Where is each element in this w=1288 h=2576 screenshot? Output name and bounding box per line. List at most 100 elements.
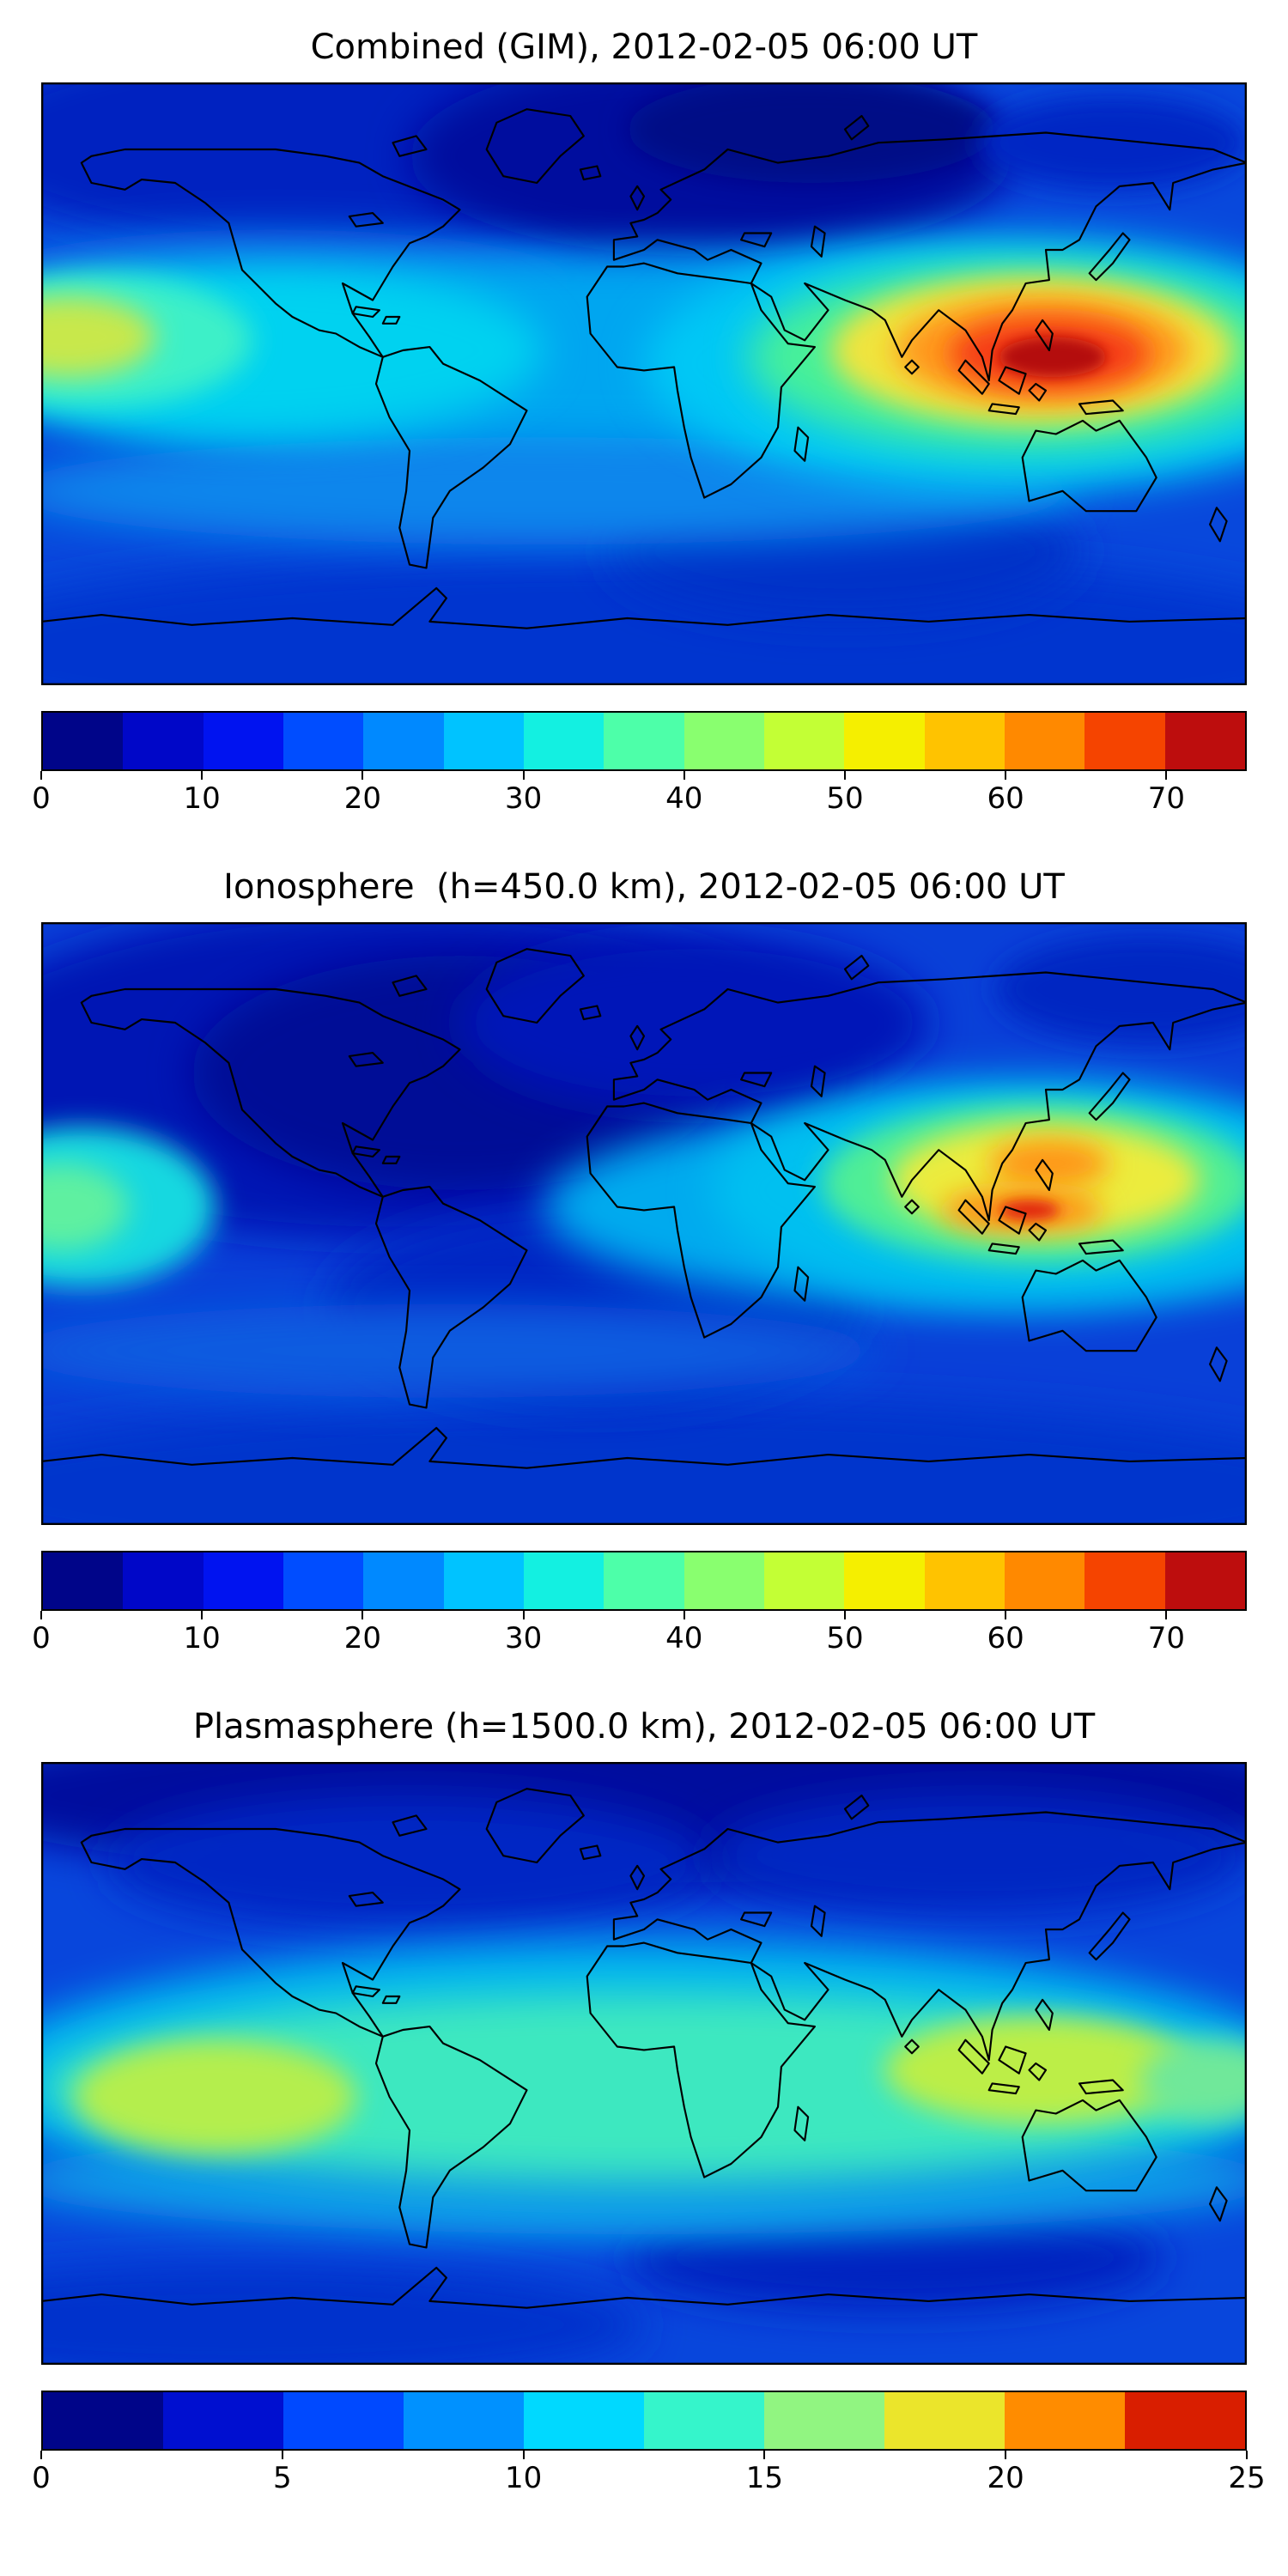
colorbar-tick-label: 60 bbox=[987, 1621, 1024, 1656]
colorbar-segment bbox=[1005, 2392, 1125, 2449]
colorbar-tick-label: 0 bbox=[32, 781, 51, 816]
colorbar-tick-label: 30 bbox=[504, 1621, 543, 1656]
colorbar-tick-label: 40 bbox=[665, 1621, 703, 1656]
colorbar-tick-mark bbox=[683, 1611, 685, 1619]
colorbar-tick-mark bbox=[763, 2451, 766, 2459]
colorbar-segment bbox=[43, 1552, 124, 1609]
colorbar-segment bbox=[683, 1552, 764, 1609]
panel-title: Combined (GIM), 2012-02-05 06:00 UT bbox=[310, 27, 978, 67]
colorbar-tick-mark bbox=[1005, 1611, 1007, 1619]
world-map-plasmasphere bbox=[41, 1762, 1247, 2365]
contour-blob bbox=[711, 1795, 1247, 1917]
colorbar-tick-label: 20 bbox=[987, 2461, 1024, 2495]
colorbar-ticks-combined: 0 10 20 30 40 50 60 70 bbox=[32, 771, 1247, 826]
colorbar-tick-label: 0 bbox=[32, 2461, 51, 2495]
colorbar-tick-label: 20 bbox=[343, 1621, 382, 1656]
colorbar-tick-label: 5 bbox=[272, 2461, 292, 2495]
contour-blob bbox=[979, 95, 1247, 190]
map-wrap-plasmasphere bbox=[41, 1762, 1247, 2365]
contour-blob bbox=[108, 1795, 711, 1929]
colorbar-segment bbox=[523, 1552, 605, 1609]
map-wrap-ionosphere bbox=[41, 922, 1247, 1525]
colorbar-tick-mark bbox=[40, 1611, 42, 1619]
colorbar-tick-label: 10 bbox=[504, 2461, 543, 2495]
colorbar-segment bbox=[283, 2392, 404, 2449]
world-map-ionosphere bbox=[41, 922, 1247, 1525]
colorbar-segment bbox=[524, 2392, 644, 2449]
contour-blob bbox=[41, 1163, 129, 1251]
colorbar-segment bbox=[43, 713, 124, 769]
contour-blob bbox=[999, 1200, 1060, 1221]
colorbar-segment bbox=[363, 1552, 444, 1609]
colorbar-segment bbox=[604, 713, 684, 769]
colorbar-tick-mark bbox=[1005, 2451, 1007, 2459]
colorbar-tick-mark bbox=[361, 771, 364, 780]
colorbar-tick-mark bbox=[1005, 771, 1007, 780]
colorbar-segment bbox=[1164, 1552, 1245, 1609]
colorbar-segment bbox=[763, 1552, 845, 1609]
colorbar-segment bbox=[764, 2392, 884, 2449]
colorbar-tick-label: 30 bbox=[504, 781, 543, 816]
colorbar-tick-mark bbox=[201, 771, 204, 780]
colorbar-combined bbox=[41, 711, 1247, 771]
panel-title: Ionosphere (h=450.0 km), 2012-02-05 06:0… bbox=[223, 867, 1065, 907]
colorbar-segment bbox=[283, 1552, 364, 1609]
colorbar-segment bbox=[523, 713, 605, 769]
colorbar-segment bbox=[844, 1552, 925, 1609]
contour-blob bbox=[999, 337, 1107, 378]
contour-blob bbox=[41, 2264, 644, 2365]
colorbar-segment bbox=[1004, 713, 1085, 769]
contour-blob bbox=[75, 2039, 356, 2154]
colorbar-segment bbox=[404, 2392, 524, 2449]
colorbar-tick-label: 70 bbox=[1147, 1621, 1186, 1656]
colorbar-tick-mark bbox=[281, 2451, 283, 2459]
map-border bbox=[41, 1762, 1247, 2365]
colorbar-tick-label: 15 bbox=[745, 2461, 784, 2495]
colorbar-tick-mark bbox=[844, 1611, 846, 1619]
colorbar-segment bbox=[884, 2392, 1005, 2449]
colorbar-tick-label: 70 bbox=[1147, 781, 1186, 816]
colorbar-tick-label: 25 bbox=[1228, 2461, 1266, 2495]
colorbar-tick-mark bbox=[683, 771, 685, 780]
colorbar-segment bbox=[123, 1552, 204, 1609]
colorbar-ticks-ionosphere: 0 10 20 30 40 50 60 70 bbox=[32, 1611, 1247, 1666]
panel-ionosphere: Ionosphere (h=450.0 km), 2012-02-05 06:0… bbox=[0, 848, 1288, 1688]
colorbar-tick-label: 60 bbox=[987, 781, 1024, 816]
colorbar-tick-label: 10 bbox=[183, 1621, 221, 1656]
contour-blob bbox=[41, 1303, 878, 1398]
colorbar-tick-mark bbox=[1246, 2451, 1248, 2459]
panel-title: Plasmasphere (h=1500.0 km), 2012-02-05 0… bbox=[192, 1707, 1096, 1747]
colorbar-segment bbox=[203, 713, 283, 769]
colorbar-segment bbox=[43, 2392, 163, 2449]
colorbar-tick-label: 50 bbox=[826, 781, 864, 816]
colorbar-segment bbox=[1084, 1552, 1165, 1609]
colorbar-tick-label: 50 bbox=[826, 1621, 864, 1656]
colorbar-segment bbox=[924, 1552, 1005, 1609]
contour-blob bbox=[995, 935, 1247, 1043]
world-map-combined bbox=[41, 82, 1247, 685]
colorbar-segment bbox=[1125, 2392, 1245, 2449]
colorbar-segment bbox=[163, 2392, 283, 2449]
colorbar-segment bbox=[683, 713, 764, 769]
colorbar-segment bbox=[1084, 713, 1165, 769]
colorbar-segment bbox=[1164, 713, 1245, 769]
map-wrap-combined bbox=[41, 82, 1247, 685]
colorbar-segment bbox=[844, 713, 925, 769]
colorbar-segment bbox=[123, 713, 204, 769]
colorbar-segment bbox=[283, 713, 364, 769]
contour-blob bbox=[884, 2016, 1194, 2124]
colorbar-tick-mark bbox=[522, 2451, 525, 2459]
colorbar-tick-mark bbox=[522, 1611, 525, 1619]
colorbar-segment bbox=[443, 1552, 524, 1609]
colorbar-tick-mark bbox=[40, 771, 42, 780]
colorbar-tick-label: 20 bbox=[343, 781, 382, 816]
map-border bbox=[41, 922, 1247, 1525]
colorbar-tick-mark bbox=[40, 2451, 42, 2459]
colorbar-tick-mark bbox=[1165, 771, 1168, 780]
panel-plasmasphere: Plasmasphere (h=1500.0 km), 2012-02-05 0… bbox=[0, 1688, 1288, 2528]
colorbar-segment bbox=[363, 713, 444, 769]
colorbar-tick-label: 40 bbox=[665, 781, 703, 816]
colorbar-tick-label: 0 bbox=[32, 1621, 51, 1656]
panel-combined-gim: Combined (GIM), 2012-02-05 06:00 UT 0 10 2… bbox=[0, 9, 1288, 848]
contour-blob bbox=[459, 935, 929, 1110]
